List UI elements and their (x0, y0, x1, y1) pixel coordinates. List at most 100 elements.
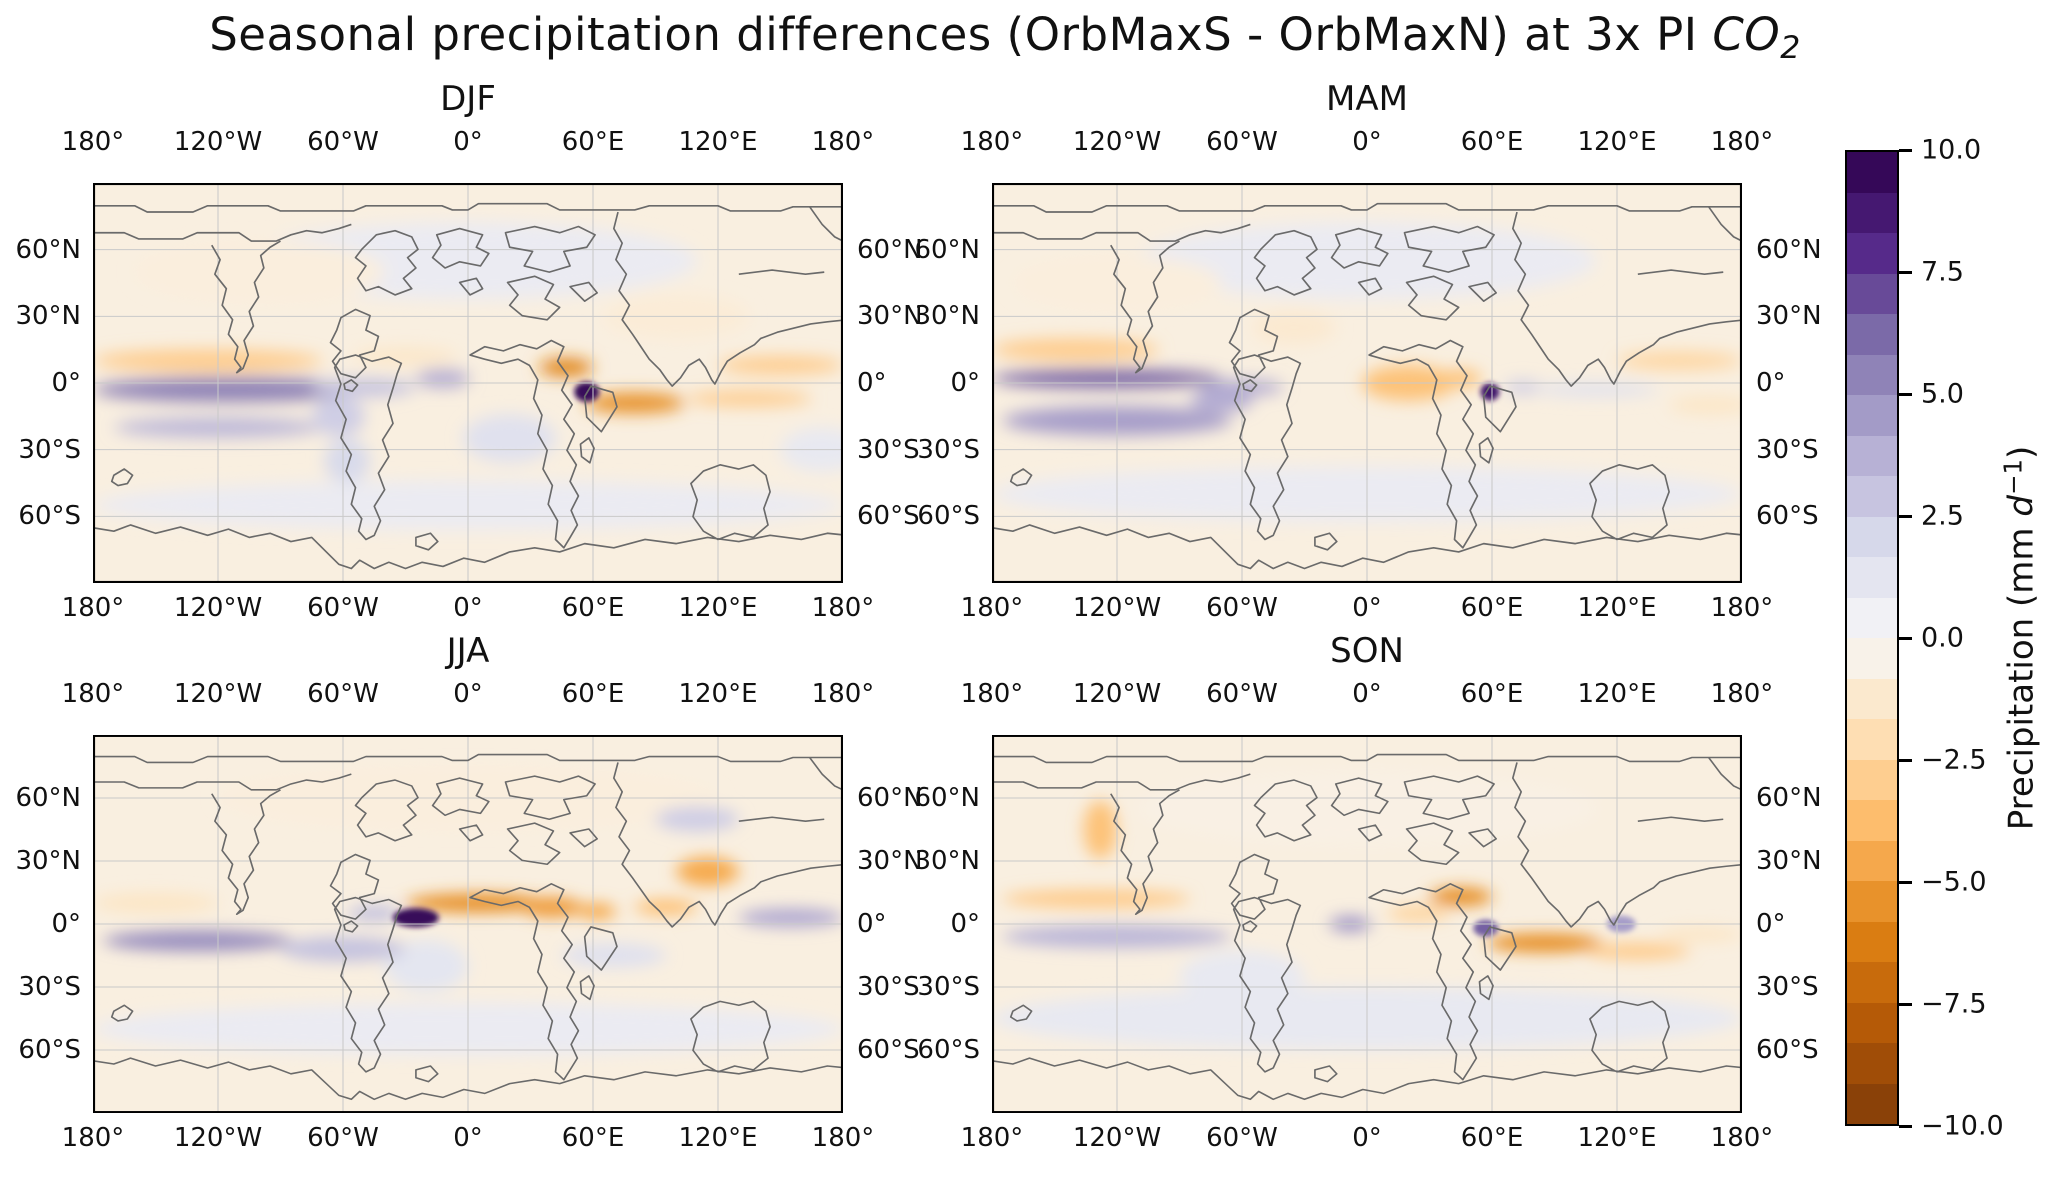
lon-tick-label-top: 60°E (1460, 127, 1524, 157)
lon-tick-label-top: 180° (960, 127, 1024, 157)
lon-tick-label-bottom: 120°E (1577, 1123, 1657, 1153)
colorbar-segment (1847, 273, 1897, 314)
panel-lat-labels-left: 60°N 30°N 0° 30°S 60°S (0, 183, 81, 583)
lon-tick-label-bottom: 120°W (1072, 593, 1162, 623)
lat-tick-label-right: 30°N (1756, 845, 1822, 876)
lat-tick-label-right: 0° (857, 909, 887, 939)
lon-tick-label-bottom: 180° (61, 1123, 125, 1153)
lon-tick-label-bottom: 180° (61, 593, 125, 623)
figure-title-text: Seasonal precipitation differences (OrbM… (209, 8, 1713, 61)
colorbar-tick-mark (1899, 271, 1912, 274)
lat-tick-label-left: 30°S (18, 971, 81, 1002)
colorbar-segment (1847, 962, 1897, 1003)
lon-tick-label-bottom: 60°E (1460, 1123, 1524, 1153)
panel-season-title: SON (1330, 631, 1404, 671)
panel-lat-labels-left: 60°N 30°N 0° 30°S 60°S (890, 735, 980, 1113)
colorbar-segment (1847, 759, 1897, 800)
lat-tick-label-left: 30°S (917, 434, 980, 465)
colorbar-segment (1847, 1002, 1897, 1043)
panel-lat-labels-left: 60°N 30°N 0° 30°S 60°S (0, 735, 81, 1113)
panel-lon-labels-bottom: 180° 120°W 60°W 0° 60°E 120°E 180° (62, 1123, 875, 1153)
colorbar-tick-label: 5.0 (1921, 378, 1964, 410)
lon-tick-label-bottom: 0° (453, 1123, 483, 1153)
colorbar-segment (1847, 921, 1897, 962)
colorbar-tick-mark (1899, 1125, 1912, 1128)
lon-tick-label-top: 0° (453, 679, 483, 709)
colorbar-ticks: 10.0 7.5 5.0 2.5 0.0 −2.5 −5.0 −7.5 −10.0 (1899, 135, 2067, 1142)
lon-tick-label-bottom: 60°W (1206, 1123, 1278, 1153)
colorbar-tick-mark (1899, 1003, 1912, 1006)
lon-tick-label-top: 180° (960, 679, 1024, 709)
colorbar-segment (1847, 435, 1897, 476)
lon-tick-label-top: 180° (61, 127, 125, 157)
lat-tick-label-left: 30°S (18, 434, 81, 465)
lat-tick-label-left: 30°S (917, 971, 980, 1002)
lon-tick-label-bottom: 120°W (173, 1123, 263, 1153)
lat-tick-label-left: 60°S (18, 1034, 81, 1065)
lon-tick-label-top: 180° (1710, 127, 1774, 157)
lat-tick-label-right: 30°N (857, 845, 923, 876)
lon-tick-label-bottom: 180° (811, 593, 875, 623)
lon-tick-label-bottom: 60°W (307, 1123, 379, 1153)
lat-tick-label-left: 60°N (15, 234, 81, 265)
colorbar-segment (1847, 233, 1897, 274)
lon-tick-label-bottom: 60°E (561, 593, 625, 623)
colorbar-tick-mark (1899, 515, 1912, 518)
colorbar-segment (1847, 152, 1897, 193)
panel-lat-labels-right: 60°N 30°N 0° 30°S 60°S (1756, 735, 1846, 1113)
precipitation-map-djf (93, 183, 843, 583)
lon-tick-label-top: 60°W (307, 679, 379, 709)
colorbar-tick-mark (1899, 393, 1912, 396)
lat-tick-label-left: 60°S (917, 1034, 980, 1065)
colorbar-segment (1847, 881, 1897, 922)
colorbar-segment (1847, 1043, 1897, 1084)
precipitation-map-son (992, 735, 1742, 1113)
lat-tick-label-right: 30°S (857, 434, 920, 465)
lon-tick-label-top: 60°E (561, 127, 625, 157)
lat-tick-label-left: 60°S (18, 501, 81, 532)
lat-tick-label-left: 0° (950, 909, 980, 939)
lon-tick-label-bottom: 0° (1352, 1123, 1382, 1153)
colorbar-segment (1847, 1083, 1897, 1124)
lat-tick-label-left: 0° (950, 368, 980, 398)
lon-tick-label-bottom: 0° (453, 593, 483, 623)
panel-lon-labels-top: 180° 120°W 60°W 0° 60°E 120°E 180° (961, 127, 1774, 157)
panel-season-title: MAM (1326, 79, 1408, 119)
panel-lon-labels-top: 180° 120°W 60°W 0° 60°E 120°E 180° (62, 127, 875, 157)
lon-tick-label-top: 180° (1710, 679, 1774, 709)
lat-tick-label-right: 0° (1756, 909, 1786, 939)
colorbar-segment (1847, 719, 1897, 760)
colorbar-segment (1847, 597, 1897, 638)
lon-tick-label-bottom: 60°E (1460, 593, 1524, 623)
lat-tick-label-left: 30°N (15, 301, 81, 332)
lon-tick-label-top: 180° (61, 679, 125, 709)
panel-lat-labels-right: 60°N 30°N 0° 30°S 60°S (857, 735, 947, 1113)
lon-tick-label-bottom: 60°E (561, 1123, 625, 1153)
lon-tick-label-bottom: 120°W (1072, 1123, 1162, 1153)
figure-title-gas-subscript: 2 (1780, 29, 1801, 66)
lat-tick-label-left: 30°N (914, 301, 980, 332)
panel-lon-labels-top: 180° 120°W 60°W 0° 60°E 120°E 180° (961, 679, 1774, 709)
lon-tick-label-bottom: 60°W (307, 593, 379, 623)
panel-lon-labels-bottom: 180° 120°W 60°W 0° 60°E 120°E 180° (62, 593, 875, 623)
lat-tick-label-left: 60°S (917, 501, 980, 532)
panel-season-title: JJA (446, 631, 490, 671)
figure-title-gas: CO (1712, 8, 1781, 61)
lon-tick-label-top: 120°W (1072, 127, 1162, 157)
lon-tick-label-top: 0° (1352, 679, 1382, 709)
panel-lat-labels-right: 60°N 30°N 0° 30°S 60°S (1756, 183, 1846, 583)
lon-tick-label-top: 60°E (1460, 679, 1524, 709)
colorbar-tick-mark (1899, 759, 1912, 762)
lon-tick-label-top: 60°W (1206, 679, 1278, 709)
lat-tick-label-right: 0° (857, 368, 887, 398)
colorbar-label-wrap: Precipitation (mm d−1) (1975, 150, 2065, 1126)
lat-tick-label-right: 30°N (857, 301, 923, 332)
lat-tick-label-left: 0° (51, 368, 81, 398)
panel-season-title: DJF (440, 79, 496, 119)
colorbar-tick-mark (1899, 149, 1912, 152)
map-panel-jja: JJA 180° 120°W 60°W 0° 60°E 120°E 180° 180° 120… (15, 631, 922, 1153)
lon-tick-label-top: 60°W (1206, 127, 1278, 157)
lon-tick-label-top: 120°E (1577, 127, 1657, 157)
colorbar-label-unit: d (2001, 495, 2042, 517)
